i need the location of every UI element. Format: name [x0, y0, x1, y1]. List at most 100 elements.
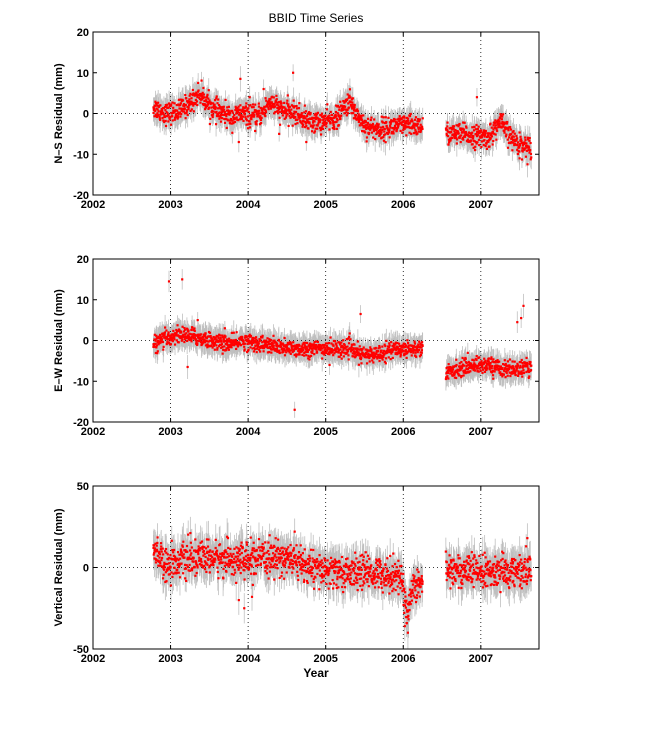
x-tick-label: 2002 — [81, 199, 105, 211]
data-point — [515, 134, 518, 138]
data-point — [235, 347, 238, 351]
data-point — [204, 99, 208, 102]
data-point — [247, 348, 250, 351]
data-point — [524, 155, 528, 158]
data-point — [162, 348, 165, 351]
data-point — [357, 115, 360, 118]
data-point — [175, 330, 179, 333]
data-point — [231, 342, 234, 345]
data-point — [175, 331, 178, 335]
data-point — [386, 132, 390, 135]
data-point — [354, 115, 357, 118]
data-point — [258, 339, 261, 343]
data-point — [480, 136, 484, 139]
data-point — [484, 144, 487, 148]
data-point — [212, 110, 215, 113]
data-point — [503, 131, 506, 134]
data-point — [494, 119, 497, 122]
data-point — [187, 329, 190, 332]
data-point — [453, 135, 456, 138]
data-point — [242, 340, 245, 343]
data-point — [275, 341, 278, 345]
data-point — [152, 111, 155, 114]
data-point — [519, 135, 522, 138]
data-point — [169, 123, 173, 126]
data-point — [272, 103, 275, 106]
data-point — [393, 124, 397, 127]
data-point — [306, 112, 310, 115]
data-point — [445, 132, 448, 136]
data-point — [297, 115, 300, 119]
data-point — [463, 121, 466, 124]
data-point — [199, 340, 203, 344]
data-point — [218, 105, 222, 108]
data-point — [505, 122, 509, 125]
data-point — [222, 109, 225, 113]
data-point — [186, 336, 189, 339]
data-point — [407, 126, 410, 129]
data-point — [227, 348, 230, 351]
data-point — [259, 335, 263, 338]
data-point — [211, 341, 214, 344]
data-point — [401, 123, 404, 126]
data-point — [334, 110, 338, 114]
data-point — [492, 140, 495, 143]
data-point — [253, 339, 256, 342]
data-point — [188, 100, 191, 103]
data-point — [178, 335, 182, 338]
data-point — [518, 144, 522, 147]
data-point — [479, 136, 482, 139]
data-point — [167, 332, 170, 335]
data-point — [179, 102, 182, 105]
data-point — [238, 342, 241, 345]
data-point — [223, 121, 227, 124]
data-point — [409, 126, 412, 130]
data-point — [388, 136, 391, 139]
data-point — [464, 125, 468, 128]
data-point — [470, 136, 473, 139]
data-point — [169, 116, 172, 119]
data-point — [269, 107, 272, 110]
data-point — [323, 120, 327, 123]
data-point — [257, 102, 260, 105]
data-point — [530, 156, 533, 159]
data-point — [273, 112, 276, 115]
data-point — [196, 90, 200, 93]
data-point — [498, 117, 502, 120]
data-point — [194, 101, 197, 105]
data-point — [155, 334, 158, 337]
data-point — [357, 120, 361, 123]
data-point — [285, 102, 289, 105]
data-point — [462, 121, 465, 124]
data-point — [159, 110, 163, 113]
data-point — [447, 138, 451, 141]
data-point — [518, 146, 521, 149]
data-points — [152, 71, 533, 166]
data-point — [263, 105, 266, 109]
data-point — [257, 113, 260, 116]
data-point — [234, 117, 237, 120]
data-point — [224, 98, 227, 102]
data-point — [208, 339, 211, 342]
data-point — [194, 338, 198, 342]
data-point — [349, 100, 352, 104]
data-point — [189, 338, 193, 341]
data-point — [246, 340, 249, 343]
data-point — [202, 335, 205, 338]
data-point — [192, 110, 195, 113]
data-point — [473, 148, 477, 152]
data-point — [165, 335, 169, 338]
data-point — [477, 130, 480, 133]
data-point — [295, 105, 298, 108]
data-point — [277, 112, 280, 115]
data-point — [191, 333, 194, 336]
data-point — [483, 133, 487, 136]
data-point — [340, 114, 343, 117]
data-point — [259, 115, 262, 118]
data-point — [335, 115, 338, 118]
data-point — [235, 116, 238, 119]
data-point — [276, 110, 279, 113]
data-point — [165, 110, 168, 114]
data-point — [248, 120, 251, 123]
data-point — [170, 103, 173, 106]
